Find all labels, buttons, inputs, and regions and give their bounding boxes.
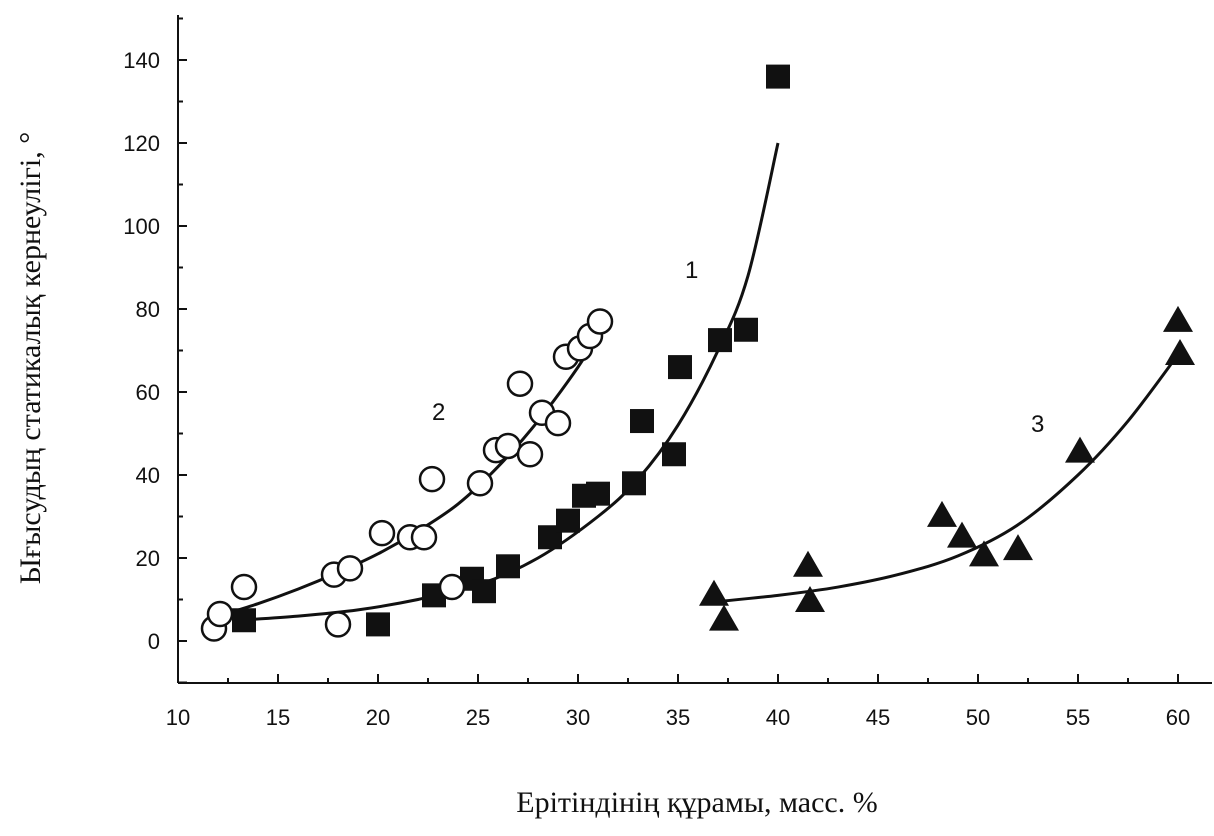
square-point xyxy=(232,608,256,633)
circle-point xyxy=(418,465,446,493)
circle-point xyxy=(466,470,494,497)
x-tick-label: 50 xyxy=(966,705,990,730)
x-tick-label: 40 xyxy=(766,705,790,730)
x-axis-title: Ерітіндінің құрамы, масс. % xyxy=(516,786,877,819)
curve-label-1: 1 xyxy=(685,257,698,284)
circle-point xyxy=(516,441,544,468)
circle-point xyxy=(324,611,352,638)
triangle-point xyxy=(699,579,729,606)
circle-point xyxy=(438,573,466,601)
triangle-point xyxy=(709,604,739,631)
y-tick-label: 40 xyxy=(136,463,160,488)
triangle-point xyxy=(1163,305,1193,332)
circle-point xyxy=(586,308,614,335)
square-point xyxy=(662,442,686,467)
axes xyxy=(177,15,1212,684)
circle-point xyxy=(544,409,572,437)
square-point xyxy=(766,64,790,89)
fit-curve-1 xyxy=(237,142,780,622)
square-point xyxy=(708,328,732,353)
circle-point xyxy=(506,370,534,397)
triangle-point xyxy=(927,500,957,527)
triangle-point xyxy=(1165,339,1195,366)
y-tick-label: 100 xyxy=(123,214,160,239)
x-tick-label: 35 xyxy=(666,705,690,730)
y-tick-label: 0 xyxy=(148,629,160,654)
circle-point xyxy=(494,432,522,460)
x-tick-label: 25 xyxy=(466,705,490,730)
circle-point xyxy=(230,573,258,601)
fit-curves xyxy=(217,142,1180,622)
data-points xyxy=(200,64,1195,642)
x-tick-label: 55 xyxy=(1066,705,1090,730)
square-point xyxy=(668,355,692,380)
curve-label-3: 3 xyxy=(1031,411,1044,438)
fit-curve-3 xyxy=(717,353,1180,604)
square-point xyxy=(556,508,580,533)
square-point xyxy=(630,409,654,434)
curve-label-2: 2 xyxy=(432,399,445,426)
square-point xyxy=(366,612,390,637)
curve-labels: 1 2 3 xyxy=(432,257,1044,438)
ticks: 10 15 20 25 30 35 40 45 50 55 60 0 20 40 60 80 100 120 140 xyxy=(123,17,1190,730)
x-tick-label: 60 xyxy=(1166,705,1190,730)
circle-point xyxy=(336,555,364,582)
circle-point xyxy=(206,600,234,628)
y-axis-title: Ығысудың статикалық кернеулігі, ° xyxy=(14,132,47,584)
triangle-point xyxy=(1065,436,1095,463)
triangle-point xyxy=(947,521,977,548)
square-point xyxy=(472,579,496,604)
x-tick-label: 20 xyxy=(366,705,390,730)
fit-curve-2 xyxy=(217,333,600,618)
x-tick-label: 45 xyxy=(866,705,890,730)
x-tick-label: 30 xyxy=(566,705,590,730)
triangle-point xyxy=(1003,534,1033,561)
y-tick-label: 120 xyxy=(123,131,160,156)
square-point xyxy=(734,317,758,342)
triangle-point xyxy=(793,550,823,577)
y-tick-label: 80 xyxy=(136,297,160,322)
square-point xyxy=(496,554,520,579)
x-tick-label: 10 xyxy=(166,705,190,730)
y-tick-label: 60 xyxy=(136,380,160,405)
y-tick-label: 20 xyxy=(136,546,160,571)
triangle-point xyxy=(795,585,825,612)
circle-point xyxy=(368,519,396,547)
square-point xyxy=(586,481,610,506)
square-point xyxy=(622,471,646,496)
x-tick-label: 15 xyxy=(266,705,290,730)
circle-point xyxy=(410,524,438,551)
triangle-point xyxy=(969,540,999,567)
y-tick-label: 140 xyxy=(123,48,160,73)
